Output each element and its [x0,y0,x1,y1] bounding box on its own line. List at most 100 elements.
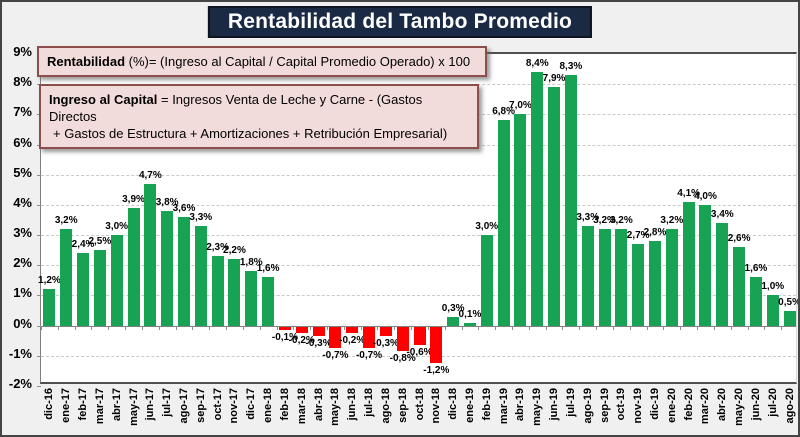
category-axis-tick [326,325,328,330]
x-tick-label: nov-19 [632,388,645,424]
y-tick-label: -1% [8,345,32,361]
bar [766,295,779,326]
value-axis-tick [37,355,41,357]
bar-value-label: 6,8% [492,106,515,118]
bar-value-label: 2,6% [727,233,751,245]
category-axis-tick [747,325,749,330]
bar [463,322,476,326]
bar-value-label: 3,2% [54,215,78,227]
x-tick-label: jun-17 [144,388,157,421]
bar [127,207,140,326]
y-tick-label: 2% [13,255,32,271]
x-tick-label: sep-18 [396,388,409,423]
x-tick-label: dic-17 [245,388,258,420]
x-tick-label: may-18 [329,388,342,426]
category-axis-tick [798,326,799,330]
bar [682,201,695,326]
x-tick-label: abr-19 [514,388,527,422]
formula-text: = Ingresos Venta de Leche y Carne - (Gas… [49,92,423,124]
x-tick-label: feb-17 [77,388,90,421]
category-axis-tick [495,325,497,330]
x-tick-label: may-17 [127,388,140,426]
gridline [41,355,796,357]
bar-value-label: 1,0% [761,281,785,293]
bar [211,256,224,326]
category-axis-tick [646,325,648,330]
x-tick-label: dic-18 [447,388,460,420]
category-axis-tick [293,325,295,330]
x-tick-label: jul-17 [161,388,174,417]
category-axis-tick [680,325,682,330]
category-axis-tick [192,325,194,330]
x-tick-label: ago-20 [783,388,796,424]
x-tick-label: ene-17 [60,388,73,423]
category-axis-tick [713,325,715,330]
bar-value-label: 1,6% [744,263,768,275]
category-axis-tick [158,325,160,330]
value-axis-tick [37,174,41,176]
category-axis-tick [781,325,783,330]
gridline [41,295,796,297]
bar-value-label: 3,2% [660,215,684,227]
bar-value-label: 3,4% [710,209,734,221]
bar [665,229,678,326]
category-axis-tick [629,325,631,330]
bar-value-label: -0,3% [305,337,332,349]
value-axis-tick [37,325,41,327]
category-axis-tick [175,325,177,330]
bar [531,72,544,326]
x-tick-label: mar-17 [93,388,106,425]
bar-value-label: -0,3% [372,337,399,349]
category-axis-tick [461,325,463,330]
bar [716,223,729,326]
bar [363,326,376,348]
bar [598,229,611,326]
y-tick-label: 6% [13,134,32,150]
category-axis-tick [663,325,665,330]
x-tick-label: mar-18 [295,388,308,425]
bar-value-label: 2,2% [223,245,246,257]
bar-value-label: 3,0% [105,221,129,233]
bar [615,229,628,326]
bar-value-label: 4,0% [694,190,717,202]
y-tick-label: 3% [13,225,32,241]
category-axis-tick [242,325,244,330]
bar [43,289,56,326]
category-axis-tick [411,325,413,330]
category-axis-tick [528,325,530,330]
bar [161,210,174,326]
gridline [41,235,796,237]
category-axis-tick [697,325,699,330]
x-tick-label: feb-20 [682,388,695,421]
bar [278,326,291,330]
bar-value-label: 3,9% [122,193,145,205]
bar-value-label: 7,9% [542,73,566,85]
y-tick-label: 1% [13,285,32,301]
bar [733,247,746,326]
bar-value-label: -1,2% [423,364,450,376]
formula-box-ingreso-al-capital: Ingreso al Capital = Ingresos Venta de L… [39,84,479,149]
category-axis-tick [596,325,598,330]
bar [144,183,157,326]
bar-value-label: 2,5% [88,236,112,248]
bar-value-label: 4,7% [138,169,162,181]
bar [497,120,510,326]
bar-value-label: -0,7% [322,349,349,361]
category-axis-tick [612,325,614,330]
x-tick-label: ene-20 [665,388,678,423]
x-tick-label: jun-18 [346,388,359,421]
category-axis-tick [57,325,59,330]
bar [480,235,493,326]
bar [632,244,645,326]
x-tick-label: abr-20 [716,388,729,422]
value-axis-tick [37,235,41,237]
x-tick-label: ago-18 [379,388,392,424]
y-tick-label: 9% [13,44,32,59]
x-tick-label: dic-19 [649,388,661,420]
bar [295,326,308,333]
category-axis-tick [125,325,127,330]
category-axis-tick [74,325,76,330]
bar-value-label: 3,6% [172,202,196,214]
bar-value-label: 3,3% [576,212,600,224]
